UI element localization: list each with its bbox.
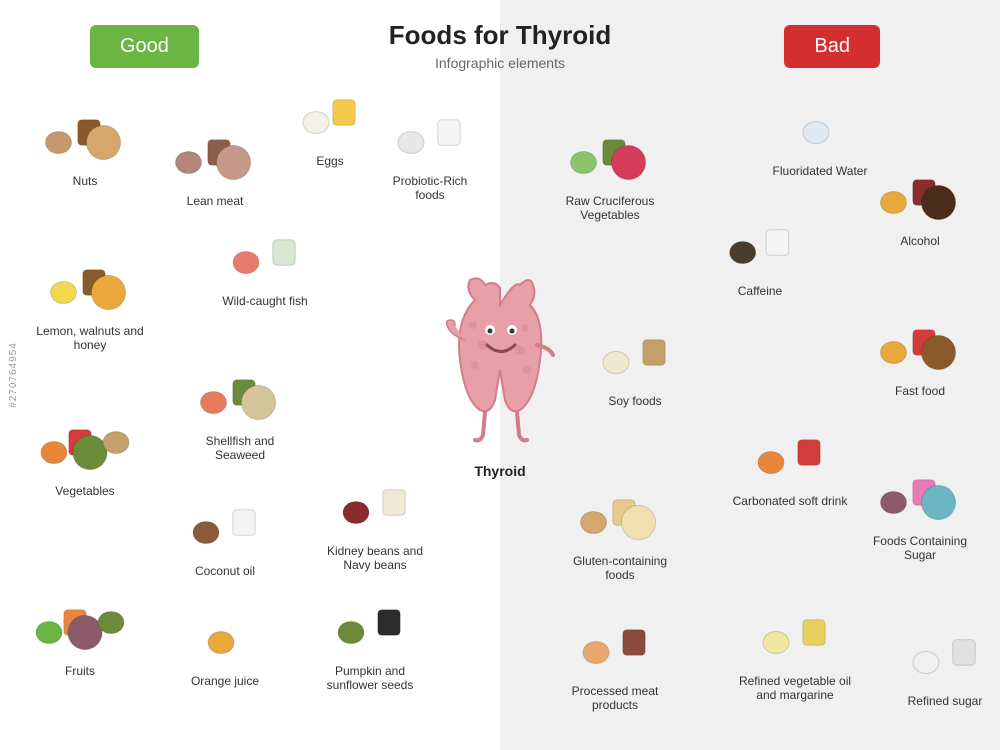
bad-item: Refined sugar bbox=[900, 630, 990, 708]
page-subtitle: Infographic elements bbox=[389, 55, 611, 71]
bad-item: Alcohol bbox=[870, 170, 970, 248]
good-item: Lean meat bbox=[170, 130, 260, 208]
food-icon bbox=[550, 490, 690, 550]
food-label: Fast food bbox=[870, 384, 970, 398]
food-label: Orange juice bbox=[180, 674, 270, 688]
good-item: Probiotic-Rich foods bbox=[380, 110, 480, 203]
food-icon bbox=[730, 430, 850, 490]
food-icon bbox=[540, 130, 680, 190]
watermark: #270764954 bbox=[8, 342, 19, 408]
food-label: Refined vegetable oil and margarine bbox=[735, 674, 855, 703]
food-icon bbox=[180, 610, 270, 670]
food-icon bbox=[380, 110, 480, 170]
infographic-container: Good Nuts Lean meat Eggs Probiotic-Rich foo… bbox=[0, 0, 1000, 750]
food-icon bbox=[860, 470, 980, 530]
good-badge: Good bbox=[90, 25, 199, 68]
food-label: Raw Cruciferous Vegetables bbox=[550, 194, 670, 223]
food-icon bbox=[30, 260, 150, 320]
food-icon bbox=[180, 500, 270, 560]
food-label: Refined sugar bbox=[900, 694, 990, 708]
food-icon bbox=[40, 110, 130, 170]
good-item: Coconut oil bbox=[180, 500, 270, 578]
food-icon bbox=[770, 100, 870, 160]
food-icon bbox=[720, 220, 800, 280]
food-label: Lemon, walnuts and honey bbox=[30, 324, 150, 353]
food-icon bbox=[870, 320, 970, 380]
bad-item: Foods Containing Sugar bbox=[860, 470, 980, 563]
bad-item: Processed meat products bbox=[550, 620, 680, 713]
page-title: Foods for Thyroid bbox=[389, 20, 611, 51]
good-item: Eggs bbox=[300, 90, 360, 168]
food-label: Alcohol bbox=[870, 234, 970, 248]
food-icon bbox=[580, 330, 690, 390]
food-label: Fluoridated Water bbox=[770, 164, 870, 178]
food-label: Kidney beans and Navy beans bbox=[315, 544, 435, 573]
bad-item: Soy foods bbox=[580, 330, 690, 408]
good-item: Wild-caught fish bbox=[210, 230, 320, 308]
good-item: Nuts bbox=[40, 110, 130, 188]
good-item: Kidney beans and Navy beans bbox=[310, 480, 440, 573]
thyroid-character: Thyroid bbox=[425, 270, 575, 479]
bad-item: Gluten-containing foods bbox=[550, 490, 690, 583]
thyroid-icon bbox=[425, 270, 575, 450]
good-item: Lemon, walnuts and honey bbox=[30, 260, 150, 353]
bad-badge: Bad bbox=[784, 25, 880, 68]
food-icon bbox=[870, 170, 970, 230]
bad-items-region: Raw Cruciferous Vegetables Fluoridated Wa… bbox=[500, 80, 1000, 750]
food-label: Nuts bbox=[40, 174, 130, 188]
food-icon bbox=[180, 370, 300, 430]
food-label: Eggs bbox=[300, 154, 360, 168]
food-label: Wild-caught fish bbox=[210, 294, 320, 308]
bad-item: Fast food bbox=[870, 320, 970, 398]
food-icon bbox=[900, 630, 990, 690]
food-label: Processed meat products bbox=[555, 684, 675, 713]
header: Foods for Thyroid Infographic elements bbox=[389, 20, 611, 71]
food-label: Pumpkin and sunflower seeds bbox=[310, 664, 430, 693]
food-icon bbox=[550, 620, 680, 680]
bad-item: Raw Cruciferous Vegetables bbox=[540, 130, 680, 223]
food-icon bbox=[300, 600, 440, 660]
food-label: Vegetables bbox=[30, 484, 140, 498]
food-label: Carbonated soft drink bbox=[730, 494, 850, 508]
bad-item: Caffeine bbox=[720, 220, 800, 298]
food-icon bbox=[30, 420, 140, 480]
good-item: Pumpkin and sunflower seeds bbox=[300, 600, 440, 693]
food-label: Lean meat bbox=[170, 194, 260, 208]
bad-side: Bad Raw Cruciferous Vegetables Fluoridate… bbox=[500, 0, 1000, 750]
food-icon bbox=[30, 600, 130, 660]
food-label: Gluten-containing foods bbox=[560, 554, 680, 583]
food-label: Fruits bbox=[30, 664, 130, 678]
food-label: Probiotic-Rich foods bbox=[380, 174, 480, 203]
food-label: Soy foods bbox=[580, 394, 690, 408]
bad-item: Fluoridated Water bbox=[770, 100, 870, 178]
food-label: Foods Containing Sugar bbox=[860, 534, 980, 563]
food-icon bbox=[170, 130, 260, 190]
food-icon bbox=[720, 610, 870, 670]
food-icon bbox=[300, 90, 360, 150]
food-label: Coconut oil bbox=[180, 564, 270, 578]
bad-item: Carbonated soft drink bbox=[730, 430, 850, 508]
thyroid-label: Thyroid bbox=[425, 463, 575, 479]
good-item: Fruits bbox=[30, 600, 130, 678]
food-label: Caffeine bbox=[720, 284, 800, 298]
good-item: Shellfish and Seaweed bbox=[180, 370, 300, 463]
food-icon bbox=[210, 230, 320, 290]
good-item: Vegetables bbox=[30, 420, 140, 498]
bad-item: Refined vegetable oil and margarine bbox=[720, 610, 870, 703]
good-item: Orange juice bbox=[180, 610, 270, 688]
food-icon bbox=[310, 480, 440, 540]
food-label: Shellfish and Seaweed bbox=[180, 434, 300, 463]
